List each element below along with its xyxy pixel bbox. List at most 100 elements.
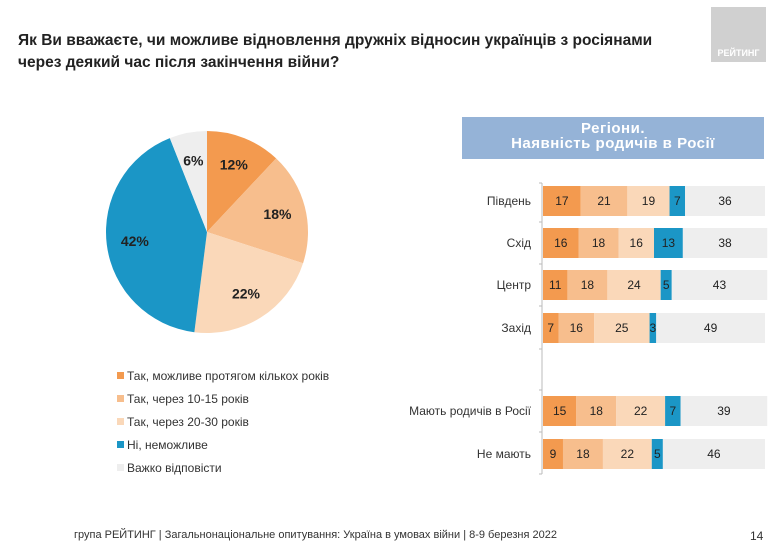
bar-data-label: 38 (718, 236, 732, 250)
bar-data-label: 7 (670, 404, 677, 418)
page-number: 14 (750, 529, 764, 543)
legend-label: Ні, неможливе (127, 437, 208, 452)
bar-segment (671, 270, 768, 300)
bar-data-label: 18 (581, 278, 595, 292)
bar-data-label: 24 (627, 278, 641, 292)
bar-data-label: 17 (555, 194, 569, 208)
bar-segment (543, 396, 577, 426)
bar-segment (576, 396, 617, 426)
bar-segment (578, 228, 619, 258)
bar-segment (594, 313, 650, 343)
bar-segment (660, 270, 672, 300)
bar-segment (665, 396, 681, 426)
legend-item: Ні, неможливе (117, 433, 329, 456)
bar-data-label: 21 (597, 194, 611, 208)
category-label: Центр (497, 278, 532, 292)
bar-segment (543, 270, 568, 300)
bar-data-label: 25 (615, 321, 629, 335)
bar-segment (685, 186, 765, 216)
bar-segment (543, 186, 581, 216)
bar-data-label: 13 (662, 236, 676, 250)
pie-data-label: 12% (220, 156, 249, 172)
bar-segment (558, 313, 595, 343)
bar-segment (562, 439, 603, 469)
bar-segment (543, 313, 559, 343)
bar-segment (654, 228, 683, 258)
logo-text: РЕЙТИНГ (717, 48, 760, 58)
bar-data-label: 39 (717, 404, 731, 418)
legend-label: Так, через 20-30 років (127, 414, 249, 429)
pie-data-label: 6% (183, 153, 204, 169)
bar-segment (618, 228, 654, 258)
pie-slice (207, 131, 277, 232)
bar-data-label: 16 (554, 236, 568, 250)
bar-data-label: 5 (663, 278, 670, 292)
bar-data-label: 43 (713, 278, 727, 292)
legend-swatch (117, 395, 124, 402)
category-label: Схід (507, 236, 531, 250)
legend-label: Так, через 10-15 років (127, 391, 249, 406)
bar-data-label: 36 (718, 194, 732, 208)
pie-slice (207, 158, 308, 264)
pie-data-label: 18% (263, 206, 292, 222)
bar-segment (669, 186, 686, 216)
pie-legend: Так, можливе протягом кількох років Так,… (117, 364, 329, 479)
bar-data-label: 22 (634, 404, 648, 418)
pie-slice (169, 131, 207, 232)
pie-slice (194, 232, 304, 333)
pie-data-label: 22% (232, 285, 261, 301)
bar-data-label: 7 (547, 321, 554, 335)
bar-segment (656, 313, 765, 343)
bar-data-label: 5 (654, 447, 661, 461)
bar-segment (651, 439, 663, 469)
bar-data-label: 3 (650, 321, 657, 335)
legend-item: Важко відповісти (117, 456, 329, 479)
category-label: Південь (487, 194, 531, 208)
bar-title-line: Регіони. (581, 120, 645, 137)
legend-item: Так, через 20-30 років (117, 410, 329, 433)
bar-data-label: 16 (630, 236, 644, 250)
bar-data-label: 49 (704, 321, 718, 335)
category-label: Захід (501, 321, 531, 335)
legend-swatch (117, 441, 124, 448)
bar-data-label: 46 (707, 447, 721, 461)
bar-data-label: 22 (621, 447, 635, 461)
bar-segment (682, 228, 768, 258)
bar-segment (680, 396, 768, 426)
bar-data-label: 16 (570, 321, 584, 335)
bar-data-label: 18 (590, 404, 604, 418)
category-label: Мають родичів в Росії (409, 404, 532, 418)
bar-data-label: 15 (553, 404, 567, 418)
bar-segment (616, 396, 666, 426)
bar-segment (662, 439, 765, 469)
bar-segment (543, 439, 563, 469)
page-title: Як Ви вважаєте, чи можливе відновлення д… (18, 32, 653, 71)
bar-segment (607, 270, 661, 300)
bar-data-label: 7 (674, 194, 681, 208)
bar-segment (580, 186, 628, 216)
legend-swatch (117, 372, 124, 379)
bar-segment (602, 439, 652, 469)
legend-swatch (117, 418, 124, 425)
bar-chart-title: Регіони. Наявність родичів в Росії (462, 117, 764, 159)
legend-item: Так, через 10-15 років (117, 387, 329, 410)
bar-segment (649, 313, 657, 343)
legend-item: Так, можливе протягом кількох років (117, 364, 329, 387)
legend-swatch (117, 464, 124, 471)
category-label: Не мають (477, 447, 531, 461)
bar-segment (543, 228, 579, 258)
bar-data-label: 11 (549, 278, 562, 292)
rating-logo: РЕЙТИНГ (711, 7, 766, 62)
bar-title-line: Наявність родичів в Росії (511, 135, 715, 152)
bar-data-label: 19 (642, 194, 656, 208)
footer: група РЕЙТИНГ | Загальнонаціональне опит… (74, 529, 557, 541)
pie-data-label: 42% (121, 233, 150, 249)
bar-data-label: 9 (550, 447, 557, 461)
legend-label: Важко відповісти (127, 460, 222, 475)
bar-data-label: 18 (576, 447, 590, 461)
pie-slice (106, 138, 207, 333)
legend-label: Так, можливе протягом кількох років (127, 368, 330, 383)
bar-segment (627, 186, 670, 216)
